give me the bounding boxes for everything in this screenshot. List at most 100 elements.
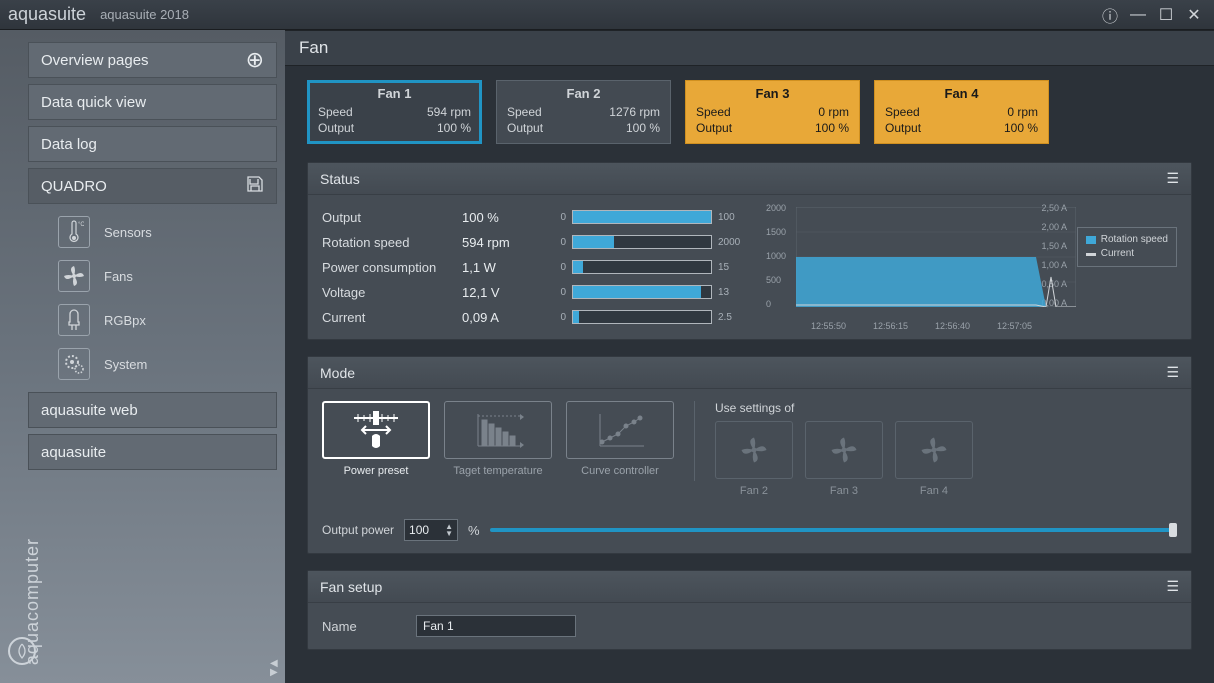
fan-name-input[interactable] xyxy=(416,615,576,637)
panel-menu-icon[interactable]: ☰ xyxy=(1166,578,1179,595)
sidebar-item-label: Overview pages xyxy=(41,52,149,69)
mode-target-temp[interactable]: Taget temperature xyxy=(444,401,552,477)
output-power-input[interactable]: 100 ▲▼ xyxy=(404,519,458,541)
status-value: 594 rpm xyxy=(462,235,532,250)
bar-min: 0 xyxy=(552,312,566,323)
bar-max: 15 xyxy=(718,262,746,273)
mode-curve-controller[interactable]: Curve controller xyxy=(566,401,674,477)
sidebar-item-datalog[interactable]: Data log xyxy=(28,126,277,162)
name-label: Name xyxy=(322,619,402,634)
brand: aquacomputer xyxy=(28,538,277,675)
fan-card-title: Fan 4 xyxy=(885,86,1038,101)
output-power-value: 100 xyxy=(409,523,429,537)
status-bar xyxy=(572,285,712,299)
bar-min: 0 xyxy=(552,237,566,248)
sidebar-item-label: aquasuite xyxy=(41,444,106,461)
fan-speed-label: Speed xyxy=(318,104,353,120)
fan-icon xyxy=(715,421,793,479)
mode-power-preset[interactable]: Power preset xyxy=(322,401,430,477)
sidebar-item-label: aquasuite web xyxy=(41,402,138,419)
app-title: aquasuite xyxy=(8,4,86,25)
output-power-label: Output power xyxy=(322,523,394,537)
power-preset-icon xyxy=(322,401,430,459)
chart-xtick: 12:56:40 xyxy=(935,321,970,331)
chart-ytick-left: 0 xyxy=(766,299,771,309)
fan-output-value: 100 % xyxy=(1004,120,1038,136)
fan-speed-value: 1276 rpm xyxy=(609,104,660,120)
page-title: Fan xyxy=(285,30,1214,66)
stepper-arrows-icon[interactable]: ▲▼ xyxy=(445,523,453,537)
fan-output-value: 100 % xyxy=(437,120,471,136)
mode-label: Curve controller xyxy=(566,465,674,477)
status-value: 12,1 V xyxy=(462,285,532,300)
fan-output-label: Output xyxy=(696,120,732,136)
sidebar-resize-icon[interactable]: ◀▶ xyxy=(270,659,278,677)
fan-card[interactable]: Fan 4Speed0 rpmOutput100 % xyxy=(874,80,1049,144)
gear-icon xyxy=(58,348,90,380)
sidebar-sub-label: System xyxy=(104,357,147,372)
use-fan-label: Fan 3 xyxy=(805,485,883,497)
fan-speed-value: 0 rpm xyxy=(1007,104,1038,120)
fan-icon xyxy=(805,421,883,479)
minimize-icon[interactable]: — xyxy=(1126,4,1150,26)
fan-output-value: 100 % xyxy=(626,120,660,136)
sidebar-item-quadro[interactable]: QUADRO xyxy=(28,168,277,204)
status-panel: Status☰ Output100 %Rotation speed594 rpm… xyxy=(307,162,1192,340)
sidebar-sub-fans[interactable]: Fans xyxy=(58,254,277,298)
use-fan-button[interactable]: Fan 4 xyxy=(895,421,973,497)
sidebar-sub-label: RGBpx xyxy=(104,313,146,328)
sidebar-sub-label: Sensors xyxy=(104,225,152,240)
sidebar-item-quickview[interactable]: Data quick view xyxy=(28,84,277,120)
panel-menu-icon[interactable]: ☰ xyxy=(1166,364,1179,381)
sidebar-item-aquasuite[interactable]: aquasuite xyxy=(28,434,277,470)
close-icon[interactable]: ✕ xyxy=(1182,4,1206,26)
maximize-icon[interactable]: ☐ xyxy=(1154,4,1178,26)
output-power-slider[interactable] xyxy=(490,528,1177,532)
panel-title: Mode xyxy=(320,365,355,381)
status-value: 100 % xyxy=(462,210,532,225)
bar-min: 0 xyxy=(552,287,566,298)
curve-icon xyxy=(566,401,674,459)
use-fan-button[interactable]: Fan 2 xyxy=(715,421,793,497)
fan-speed-value: 0 rpm xyxy=(818,104,849,120)
chart-ytick-left: 1500 xyxy=(766,227,786,237)
bar-min: 0 xyxy=(552,212,566,223)
sidebar-sub-label: Fans xyxy=(104,269,133,284)
bar-max: 100 xyxy=(718,212,746,223)
fan-card[interactable]: Fan 2Speed1276 rpmOutput100 % xyxy=(496,80,671,144)
chart-xtick: 12:56:15 xyxy=(873,321,908,331)
fan-speed-label: Speed xyxy=(885,104,920,120)
sidebar-item-web[interactable]: aquasuite web xyxy=(28,392,277,428)
sidebar-sub-rgbpx[interactable]: RGBpx xyxy=(58,298,277,342)
mode-label: Power preset xyxy=(322,465,430,477)
app-subtitle: aquasuite 2018 xyxy=(100,7,189,22)
output-power-unit: % xyxy=(468,523,480,538)
panel-menu-icon[interactable]: ☰ xyxy=(1166,170,1179,187)
fan-output-value: 100 % xyxy=(815,120,849,136)
fan-card-title: Fan 3 xyxy=(696,86,849,101)
info-icon[interactable]: ⓘ xyxy=(1098,4,1122,26)
sidebar-sub-sensors[interactable]: °C Sensors xyxy=(58,210,277,254)
chart-legend: Rotation speed Current xyxy=(1077,227,1177,267)
save-icon[interactable] xyxy=(246,175,264,197)
status-bar xyxy=(572,235,712,249)
chart-svg xyxy=(796,207,1076,307)
fan-card[interactable]: Fan 3Speed0 rpmOutput100 % xyxy=(685,80,860,144)
slider-thumb[interactable] xyxy=(1169,523,1177,537)
fan-icon xyxy=(58,260,90,292)
bar-max: 2.5 xyxy=(718,312,746,323)
status-value: 0,09 A xyxy=(462,310,532,325)
add-icon[interactable]: ⊕ xyxy=(246,47,264,73)
status-label: Output xyxy=(322,210,462,225)
sidebar-sub-system[interactable]: System xyxy=(58,342,277,386)
fan-card[interactable]: Fan 1Speed594 rpmOutput100 % xyxy=(307,80,482,144)
fan-output-label: Output xyxy=(318,120,354,136)
sidebar-item-overview[interactable]: Overview pages ⊕ xyxy=(28,42,277,78)
target-temp-icon xyxy=(444,401,552,459)
brand-text: aquacomputer xyxy=(22,538,43,665)
fan-setup-panel: Fan setup☰ Name xyxy=(307,570,1192,650)
mode-label: Taget temperature xyxy=(444,465,552,477)
chart-xtick: 12:55:50 xyxy=(811,321,846,331)
use-fan-button[interactable]: Fan 3 xyxy=(805,421,883,497)
bar-max: 2000 xyxy=(718,237,746,248)
